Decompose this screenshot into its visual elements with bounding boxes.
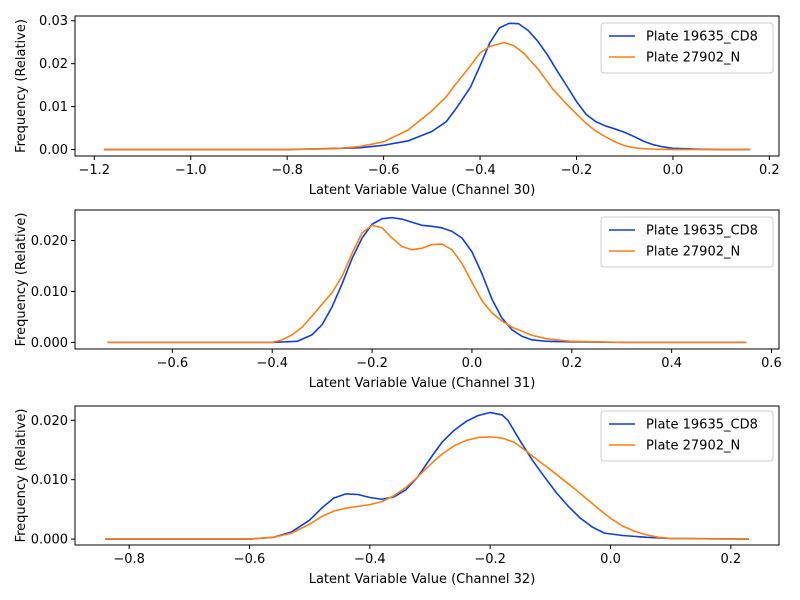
x-tick-label: −0.6	[368, 163, 400, 178]
subplot-1: −1.2 −1.0 −0.8 −0.6 −0.4 −0.2 0.0 0.2 0.00 0.01 0.…	[14, 14, 780, 198]
y-tick-label: 0.020	[31, 414, 68, 429]
x-tick-label: −0.6	[234, 552, 266, 567]
legend-label-1: Plate 19635_CD8	[646, 418, 758, 433]
x-tick-label: 0.0	[600, 552, 621, 567]
x-tick-label: −1.0	[175, 163, 207, 178]
x-tick-label: 0.4	[661, 356, 682, 371]
plot-frame	[74, 15, 780, 157]
legend-box	[600, 216, 774, 268]
y-tick-label: 0.010	[31, 473, 68, 488]
series-line-1	[107, 216, 747, 344]
x-axis-label: Latent Variable Value (Channel 30)	[309, 183, 536, 198]
series-line-2	[107, 224, 747, 344]
y-tick-label: 0.00	[39, 143, 68, 158]
x-tick-label: −0.2	[356, 356, 388, 371]
y-tick-label: 0.000	[31, 336, 68, 351]
legend-label-2: Plate 27902_N	[646, 51, 740, 66]
plot-frame	[74, 405, 780, 546]
x-tick-label: −0.2	[474, 552, 506, 567]
legend-label-1: Plate 19635_CD8	[646, 30, 758, 45]
x-tick-label: −0.4	[464, 163, 496, 178]
x-tick-label: 0.2	[759, 163, 780, 178]
legend: Plate 19635_CD8 Plate 27902_N	[600, 410, 774, 462]
series-line-1	[105, 411, 749, 540]
x-tick-label: −0.4	[354, 552, 386, 567]
x-tick-label: −0.4	[256, 356, 288, 371]
x-tick-label: −1.2	[78, 163, 110, 178]
plot-frame	[74, 209, 780, 350]
x-tick-label: 0.0	[462, 356, 483, 371]
y-axis-label: Frequency (Relative)	[14, 19, 29, 153]
legend-label-2: Plate 27902_N	[646, 439, 740, 454]
legend-label-1: Plate 19635_CD8	[646, 224, 758, 239]
x-tick-label: −0.6	[157, 356, 189, 371]
y-axis-label: Frequency (Relative)	[14, 409, 29, 543]
y-tick-label: 0.01	[39, 100, 68, 115]
y-tick-label: 0.000	[31, 533, 68, 548]
y-tick-label: 0.020	[31, 234, 68, 249]
y-tick-label: 0.02	[39, 57, 68, 72]
series-line-1	[103, 22, 751, 151]
x-tick-label: −0.8	[271, 163, 303, 178]
legend-box	[600, 22, 774, 74]
y-axis-label: Frequency (Relative)	[14, 213, 29, 347]
legend: Plate 19635_CD8 Plate 27902_N	[600, 22, 774, 74]
x-tick-label: 0.2	[561, 356, 582, 371]
series-line-2	[103, 41, 751, 151]
legend-box	[600, 410, 774, 462]
series-line-2	[105, 436, 749, 540]
subplot-3: −0.8 −0.6 −0.4 −0.2 0.0 0.2 0.000 0.010 0.020 Lat…	[14, 405, 780, 587]
x-tick-label: 0.0	[663, 163, 684, 178]
x-axis-label: Latent Variable Value (Channel 32)	[309, 572, 536, 587]
x-tick-label: −0.8	[113, 552, 145, 567]
x-tick-label: 0.2	[721, 552, 742, 567]
x-tick-label: 0.6	[761, 356, 782, 371]
y-tick-label: 0.03	[39, 14, 68, 29]
legend-label-2: Plate 27902_N	[646, 245, 740, 260]
x-tick-label: −0.2	[561, 163, 593, 178]
legend: Plate 19635_CD8 Plate 27902_N	[600, 216, 774, 268]
y-tick-label: 0.010	[31, 285, 68, 300]
subplot-2: −0.6 −0.4 −0.2 0.0 0.2 0.4 0.6 0.000 0.010 0.020 L…	[14, 209, 782, 391]
x-axis-label: Latent Variable Value (Channel 31)	[309, 376, 536, 391]
